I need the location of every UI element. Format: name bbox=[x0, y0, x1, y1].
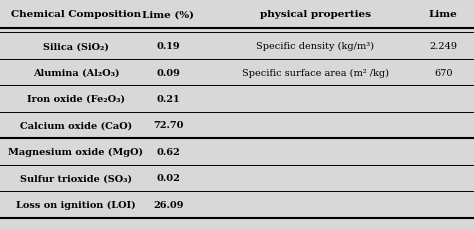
Text: 670: 670 bbox=[434, 68, 453, 77]
Text: 0.09: 0.09 bbox=[156, 68, 180, 77]
Text: Magnesium oxide (MgO): Magnesium oxide (MgO) bbox=[9, 147, 143, 156]
Text: Lime: Lime bbox=[429, 10, 457, 19]
Text: 0.62: 0.62 bbox=[156, 147, 180, 156]
Text: Lime (%): Lime (%) bbox=[142, 10, 194, 19]
Text: 0.19: 0.19 bbox=[156, 42, 180, 51]
Text: 2.249: 2.249 bbox=[429, 42, 457, 51]
Text: physical properties: physical properties bbox=[260, 10, 371, 19]
Text: Chemical Composition: Chemical Composition bbox=[11, 10, 141, 19]
Text: 26.09: 26.09 bbox=[153, 200, 183, 209]
Text: Loss on ignition (LOI): Loss on ignition (LOI) bbox=[16, 200, 136, 209]
Text: Silica (SiO₂): Silica (SiO₂) bbox=[43, 42, 109, 51]
Text: 0.02: 0.02 bbox=[156, 174, 180, 183]
Text: Specific surface area (m² /kg): Specific surface area (m² /kg) bbox=[242, 68, 389, 77]
Text: Alumina (Al₂O₃): Alumina (Al₂O₃) bbox=[33, 68, 119, 77]
Text: 72.70: 72.70 bbox=[153, 121, 183, 130]
Text: 0.21: 0.21 bbox=[156, 95, 180, 104]
Text: Specific density (kg/m³): Specific density (kg/m³) bbox=[256, 42, 374, 51]
Text: Sulfur trioxide (SO₃): Sulfur trioxide (SO₃) bbox=[20, 174, 132, 183]
Text: Calcium oxide (CaO): Calcium oxide (CaO) bbox=[20, 121, 132, 130]
Text: Iron oxide (Fe₂O₃): Iron oxide (Fe₂O₃) bbox=[27, 95, 125, 104]
